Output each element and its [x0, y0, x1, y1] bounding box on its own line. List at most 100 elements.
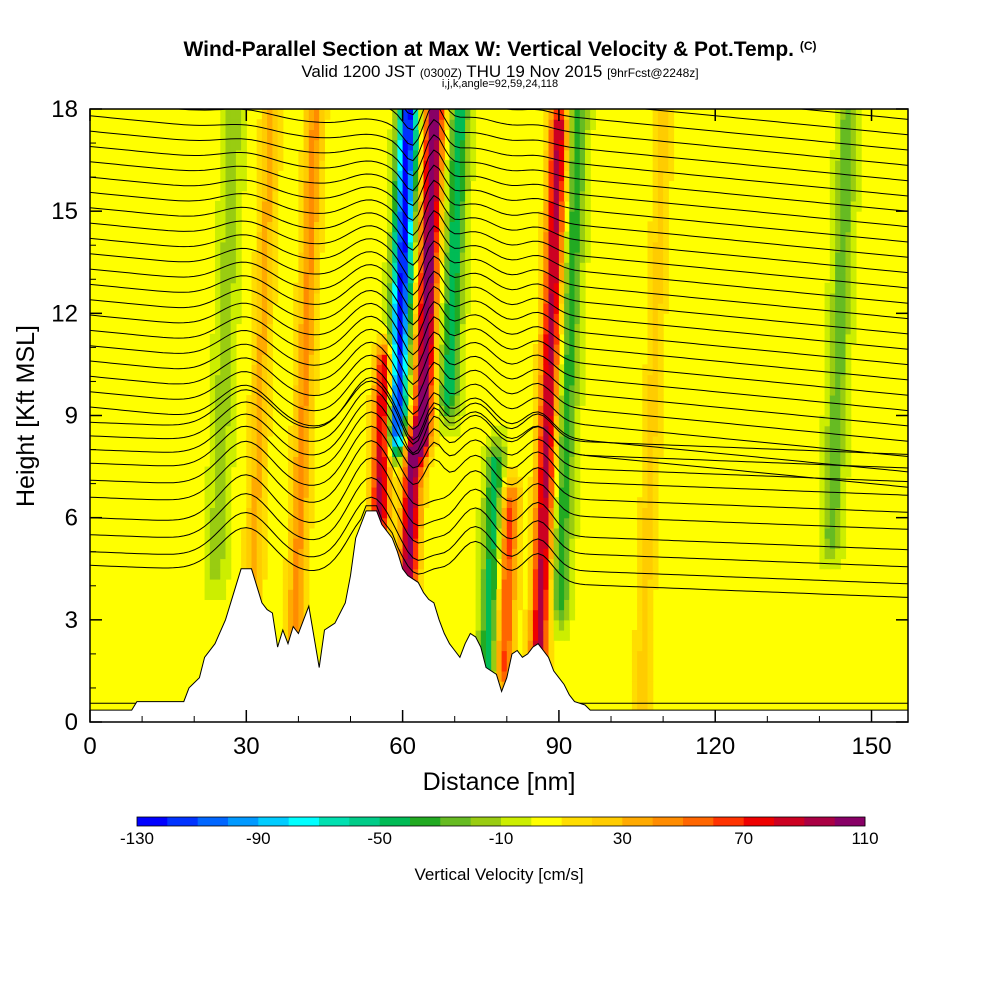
velocity-cell: [459, 364, 466, 376]
velocity-cell: [230, 252, 237, 263]
velocity-cell: [293, 599, 299, 611]
velocity-cell: [564, 333, 570, 345]
velocity-cell: [829, 200, 836, 212]
velocity-cell: [413, 139, 419, 151]
velocity-cell: [558, 384, 565, 396]
velocity-cell: [230, 395, 237, 406]
velocity-cell: [308, 456, 315, 468]
colorbar-swatch: [561, 817, 593, 826]
velocity-cell: [527, 609, 534, 621]
velocity-cell: [413, 282, 419, 294]
velocity-cell: [392, 160, 398, 171]
velocity-cell: [235, 262, 242, 274]
velocity-cell: [501, 619, 508, 631]
velocity-cell: [657, 323, 664, 335]
velocity-cell: [824, 538, 831, 549]
colorbar-tick-label: 70: [734, 829, 753, 848]
velocity-cell: [433, 303, 440, 314]
velocity-cell: [267, 303, 273, 314]
velocity-cell: [564, 446, 570, 457]
velocity-cell: [845, 109, 852, 120]
velocity-cell: [840, 190, 847, 202]
velocity-cell: [407, 333, 414, 345]
velocity-cell: [569, 589, 576, 600]
velocity-cell: [647, 405, 654, 417]
velocity-cell: [298, 364, 305, 376]
velocity-cell: [215, 231, 221, 243]
velocity-cell: [543, 507, 550, 519]
velocity-cell: [407, 190, 414, 202]
velocity-cell: [558, 568, 565, 580]
velocity-cell: [215, 425, 221, 437]
velocity-cell: [392, 395, 398, 406]
velocity-cell: [652, 507, 659, 519]
velocity-cell: [459, 384, 466, 396]
velocity-cell: [553, 170, 560, 182]
pot-temp-contour: [90, 376, 908, 455]
velocity-cell: [428, 129, 435, 141]
velocity-cell: [402, 129, 409, 141]
velocity-cell: [574, 384, 581, 396]
velocity-cell: [553, 405, 560, 417]
pot-temp-contour: [90, 146, 908, 228]
velocity-cell: [449, 425, 456, 437]
velocity-cell: [543, 589, 550, 600]
velocity-cell: [308, 415, 315, 427]
velocity-cell: [215, 364, 221, 376]
velocity-cell: [407, 456, 414, 468]
velocity-cell: [845, 333, 852, 345]
velocity-cell: [835, 139, 841, 151]
velocity-cell: [220, 517, 227, 529]
velocity-cell: [506, 476, 513, 488]
velocity-cell: [303, 211, 310, 222]
velocity-cell: [220, 272, 227, 284]
velocity-cell: [538, 221, 544, 233]
velocity-cell: [647, 313, 654, 325]
velocity-cell: [527, 497, 534, 508]
velocity-cell: [418, 272, 424, 284]
velocity-cell: [209, 507, 216, 519]
velocity-cell: [407, 527, 414, 539]
velocity-cell: [558, 446, 565, 457]
velocity-cell: [840, 200, 847, 212]
velocity-cell: [308, 507, 315, 519]
velocity-cell: [215, 507, 221, 519]
velocity-cell: [225, 517, 232, 529]
velocity-cell: [261, 527, 268, 539]
velocity-cell: [272, 170, 279, 182]
velocity-cell: [402, 272, 409, 284]
velocity-cell: [433, 149, 440, 161]
velocity-cell: [402, 425, 409, 437]
velocity-cell: [418, 303, 424, 314]
velocity-cell: [251, 405, 258, 417]
velocity-cell: [387, 252, 393, 263]
velocity-cell: [407, 446, 414, 457]
velocity-cell: [261, 170, 268, 182]
velocity-cell: [256, 435, 263, 447]
velocity-cell: [532, 538, 539, 549]
velocity-cell: [829, 497, 836, 508]
velocity-cell: [256, 180, 263, 192]
velocity-cell: [449, 109, 456, 120]
velocity-cell: [491, 476, 497, 488]
velocity-cell: [569, 599, 576, 611]
velocity-cell: [235, 282, 242, 294]
velocity-cell: [454, 231, 461, 243]
velocity-cell: [579, 323, 586, 335]
velocity-cell: [225, 282, 232, 294]
velocity-cell: [407, 344, 414, 355]
velocity-cell: [428, 160, 435, 171]
velocity-cell: [459, 170, 466, 182]
velocity-cell: [433, 231, 440, 243]
velocity-cell: [652, 579, 659, 590]
velocity-cell: [319, 129, 325, 141]
velocity-cell: [319, 149, 325, 161]
pot-temp-contour: [90, 476, 908, 568]
velocity-cell: [225, 241, 232, 253]
velocity-cell: [392, 517, 398, 529]
velocity-cell: [225, 548, 232, 560]
velocity-cell: [527, 630, 534, 641]
velocity-cell: [548, 221, 555, 233]
velocity-cell: [652, 435, 659, 447]
velocity-cell: [663, 272, 669, 284]
